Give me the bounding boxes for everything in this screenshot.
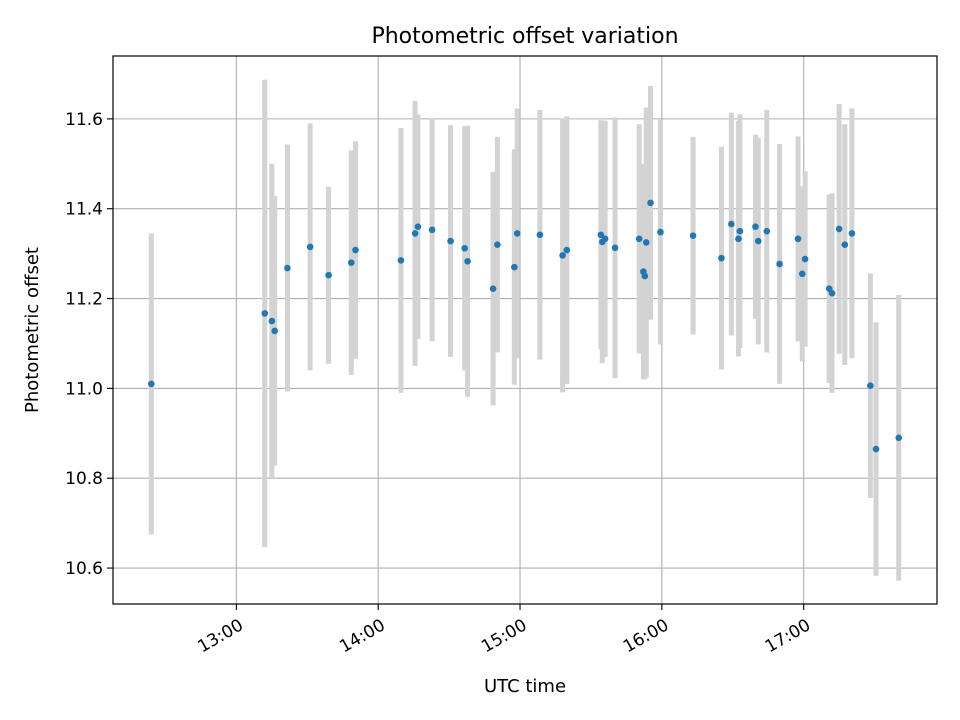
data-point xyxy=(689,232,697,239)
data-point xyxy=(736,227,744,235)
data-point xyxy=(895,434,903,442)
data-point xyxy=(511,263,518,271)
data-point xyxy=(611,244,619,252)
plot-frame xyxy=(112,55,938,605)
data-point xyxy=(867,382,874,389)
data-point xyxy=(752,223,759,230)
y-axis-label: Photometric offset xyxy=(22,247,43,413)
data-point xyxy=(147,380,155,388)
data-point xyxy=(306,243,314,251)
data-point xyxy=(657,228,664,236)
data-point xyxy=(794,235,802,243)
y-tick-label: 11.6 xyxy=(65,110,103,130)
data-point xyxy=(411,230,419,237)
data-point xyxy=(397,257,405,264)
data-point xyxy=(872,445,880,453)
data-point xyxy=(718,254,725,262)
data-point xyxy=(428,226,436,234)
y-tick-label: 11.4 xyxy=(65,200,103,220)
data-point xyxy=(641,272,649,280)
data-point xyxy=(776,260,783,268)
data-point xyxy=(801,255,809,263)
y-axis-ticks: 10.6 10.8 11.0 11.2 11.4 11.6 xyxy=(65,110,113,579)
data-point xyxy=(461,244,469,252)
data-point xyxy=(284,264,291,272)
data-point xyxy=(414,223,422,230)
data-point xyxy=(798,270,806,278)
data-point xyxy=(271,327,278,335)
chart-title: Photometric offset variation xyxy=(371,24,678,49)
data-point xyxy=(763,227,771,235)
data-point xyxy=(563,246,571,254)
y-tick-label: 11.2 xyxy=(65,290,103,310)
data-points xyxy=(147,199,903,453)
data-point xyxy=(261,310,269,317)
y-tick-label: 10.6 xyxy=(65,559,103,579)
data-point xyxy=(601,235,609,243)
data-point xyxy=(447,237,454,245)
data-point xyxy=(347,259,355,266)
data-point xyxy=(835,225,843,233)
data-point xyxy=(489,285,497,292)
data-point xyxy=(828,289,836,297)
data-point xyxy=(494,241,501,248)
data-point xyxy=(268,317,276,325)
data-point xyxy=(513,230,521,237)
y-tick-label: 10.8 xyxy=(65,469,103,489)
data-point xyxy=(642,239,650,246)
data-point xyxy=(536,231,544,239)
y-tick-label: 11.0 xyxy=(65,379,103,399)
data-point xyxy=(647,199,654,207)
x-axis-label: UTC time xyxy=(484,676,566,697)
data-point xyxy=(728,220,735,228)
data-point xyxy=(841,241,849,248)
data-point xyxy=(559,252,566,259)
data-point xyxy=(848,230,856,237)
data-point xyxy=(325,271,332,279)
data-point xyxy=(735,235,742,243)
data-point xyxy=(464,257,471,265)
data-point xyxy=(755,237,762,245)
data-point xyxy=(597,231,605,239)
data-point xyxy=(352,246,359,254)
data-point xyxy=(635,235,643,243)
